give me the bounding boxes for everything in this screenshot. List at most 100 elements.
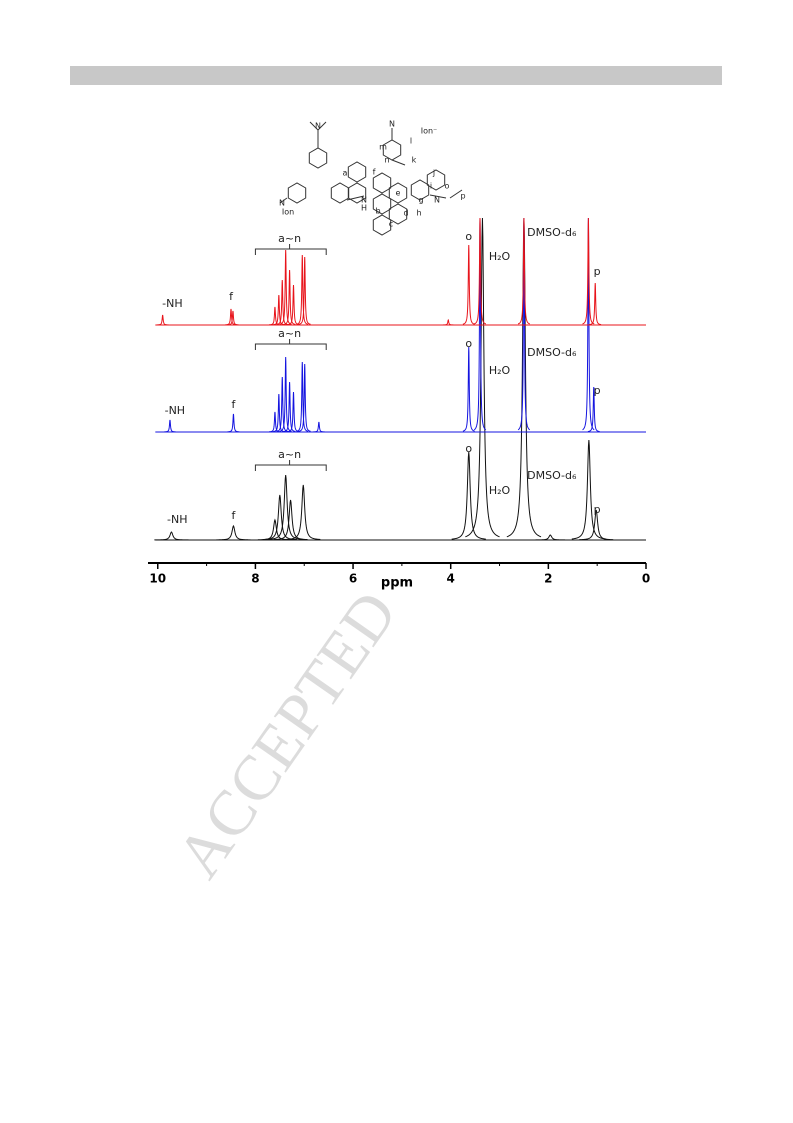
ring (347, 161, 367, 183)
ring (308, 147, 328, 169)
peak-label: -NH (165, 404, 185, 417)
structure-label: n (384, 156, 389, 165)
peak (154, 531, 189, 541)
ring (410, 179, 430, 201)
structure-label: i (430, 182, 432, 191)
structure-label: H (361, 204, 367, 213)
bond (309, 121, 319, 131)
peak (473, 217, 487, 325)
structure-label: N (389, 120, 395, 129)
peak-label: f (232, 398, 237, 411)
peak (587, 386, 600, 433)
bond (449, 189, 463, 199)
peak (164, 419, 176, 433)
peak (286, 484, 321, 540)
peak (227, 413, 240, 433)
ring (347, 182, 367, 204)
structure-label: b (375, 207, 380, 216)
peak (225, 308, 237, 326)
x-tick-label: 10 (149, 572, 166, 586)
peak (296, 361, 309, 432)
peak (156, 314, 169, 326)
peak (272, 294, 285, 326)
ring (287, 182, 307, 204)
peak-label: H₂O (489, 364, 511, 377)
peak-label: o (465, 230, 472, 243)
structure-label: h (416, 209, 421, 218)
peak-label: DMSO-d₆ (527, 226, 577, 239)
peak-label: o (465, 442, 472, 455)
peak-label: p (594, 503, 601, 516)
peak (279, 356, 292, 432)
peak (462, 244, 475, 325)
peak (298, 256, 311, 325)
peak-label: o (465, 337, 472, 350)
ring (388, 203, 408, 225)
peak (296, 254, 309, 325)
structure-label: f (373, 168, 376, 177)
bond (391, 159, 406, 166)
peak (272, 393, 285, 433)
bracket (254, 244, 327, 255)
structure-label: Ion⁻ (421, 127, 438, 136)
x-tick-label: 8 (251, 572, 259, 586)
peak (462, 346, 475, 432)
structure-label: e (396, 189, 401, 198)
structure-label: N (279, 199, 285, 208)
peak (283, 269, 296, 325)
peak-label: f (232, 509, 237, 522)
structure-label: d (403, 209, 408, 218)
peak (279, 249, 292, 325)
peak-label: a~n (278, 448, 301, 461)
structure-label: m (379, 143, 387, 152)
structure-label: c (389, 220, 393, 229)
structure-label: a (343, 169, 348, 178)
x-tick-label: 0 (642, 572, 650, 586)
peak (313, 421, 325, 433)
peak (465, 217, 500, 538)
peak-label: H₂O (489, 250, 511, 263)
peak (517, 217, 530, 325)
peak-label: f (229, 290, 234, 303)
x-tick-label: 6 (349, 572, 357, 586)
peak (273, 499, 308, 541)
bond (279, 197, 288, 204)
structure-label: p (460, 192, 465, 201)
peak (269, 306, 281, 326)
peak (298, 363, 311, 432)
peak (579, 509, 614, 541)
structure-label: N (315, 122, 321, 131)
peak (533, 534, 568, 541)
nmr-chart: 10 8 6 4 2 0 ppm -NH f a~n o H₂O DMSO-d₆ p -NH f a~n o H₂O… (148, 217, 650, 591)
header-bar (70, 66, 722, 85)
structure-label: l (410, 137, 412, 146)
x-tick-label: 2 (544, 572, 552, 586)
bracket (254, 460, 327, 471)
structure-label: k (412, 156, 417, 165)
bracket (254, 339, 327, 350)
structure-label: g (418, 196, 423, 205)
peak-label: DMSO-d₆ (527, 346, 577, 359)
structure-label: N (361, 196, 367, 205)
peak-label: H₂O (489, 484, 511, 497)
x-tick-label: 4 (447, 572, 455, 586)
peak (442, 318, 455, 326)
structure-label: N (434, 196, 440, 205)
peak (571, 439, 607, 540)
peak-label: DMSO-d₆ (527, 469, 577, 482)
ring (388, 182, 408, 204)
bond (346, 195, 365, 201)
peak-label: a~n (278, 232, 301, 245)
ring (426, 169, 446, 191)
bond (429, 194, 447, 199)
bond (317, 121, 327, 131)
peak (216, 524, 251, 541)
peak-label: -NH (167, 513, 187, 526)
peak (283, 381, 296, 432)
peak (269, 411, 281, 433)
structure-label: j (432, 169, 435, 178)
peak (451, 451, 486, 540)
x-axis-label: ppm (381, 576, 413, 591)
